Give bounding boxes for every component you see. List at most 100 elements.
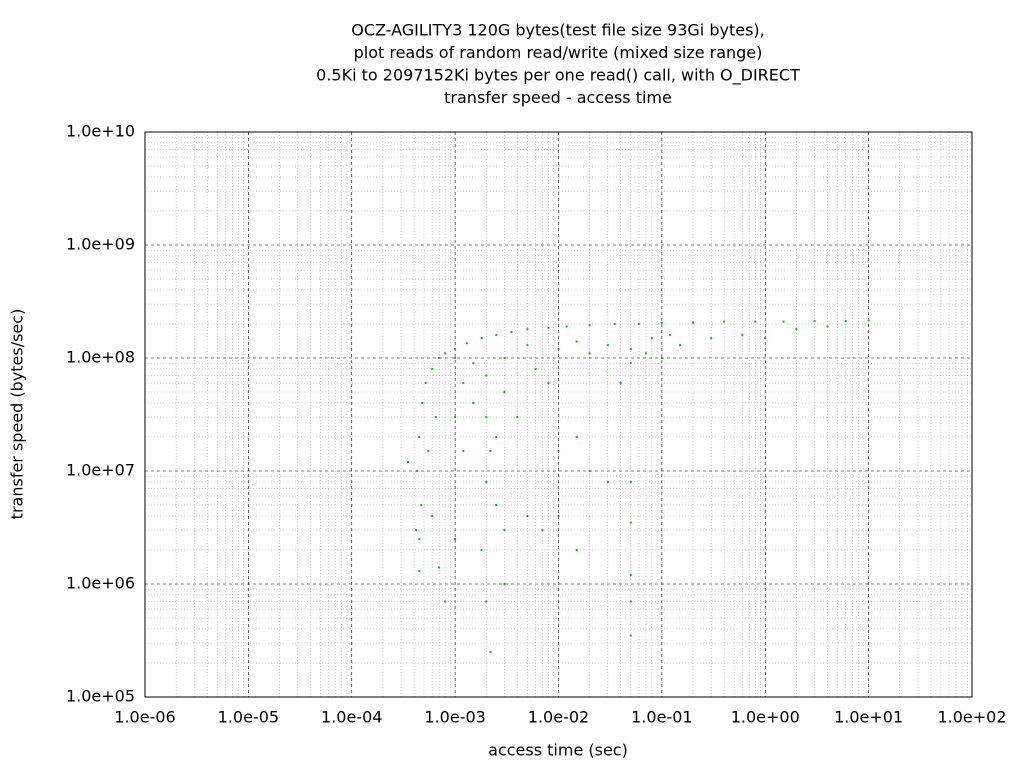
- point: [650, 337, 653, 340]
- x-tick-label: 1.0e-04: [321, 708, 382, 727]
- chart-title: 0.5Ki to 2097152Ki bytes per one read() …: [316, 66, 800, 86]
- point: [557, 514, 560, 517]
- y-tick-label: 1.0e+10: [66, 122, 135, 141]
- x-tick-label: 1.0e-06: [114, 708, 175, 727]
- point: [480, 337, 483, 340]
- point: [462, 382, 465, 385]
- point: [660, 357, 663, 359]
- point: [557, 348, 560, 351]
- point: [421, 401, 424, 404]
- point: [454, 416, 457, 419]
- point: [565, 325, 568, 328]
- y-axis-label: transfer speed (bytes/sec): [8, 309, 27, 520]
- point: [503, 357, 506, 359]
- point: [485, 416, 488, 419]
- point: [782, 320, 785, 323]
- point: [444, 600, 447, 603]
- x-tick-label: 1.0e+01: [834, 708, 903, 727]
- point: [644, 352, 647, 355]
- title-block: OCZ-AGILITY3 120G bytes(test file size 9…: [316, 21, 800, 108]
- point: [575, 340, 578, 343]
- point: [418, 538, 421, 541]
- point: [427, 450, 430, 453]
- point: [472, 362, 475, 365]
- point: [547, 382, 550, 385]
- y-tick-label: 1.0e+07: [66, 461, 135, 480]
- point: [526, 514, 529, 517]
- point: [418, 435, 421, 438]
- x-axis-label: access time (sec): [488, 741, 628, 760]
- x-tick-label: 1.0e-03: [424, 708, 485, 727]
- plot-frame: [144, 131, 973, 698]
- point: [723, 320, 726, 323]
- point: [495, 504, 498, 507]
- point: [541, 529, 544, 532]
- point: [629, 574, 632, 577]
- point: [606, 480, 609, 483]
- point: [431, 367, 434, 370]
- point: [495, 435, 498, 438]
- point: [754, 320, 757, 323]
- point: [867, 319, 870, 322]
- point: [510, 330, 513, 333]
- x-tick-label: 1.0e-01: [631, 708, 692, 727]
- point: [406, 461, 409, 464]
- point: [424, 382, 427, 385]
- point: [629, 521, 632, 524]
- point: [444, 352, 447, 355]
- chart-title: plot reads of random read/write (mixed s…: [354, 43, 763, 62]
- point: [503, 583, 506, 585]
- point: [454, 348, 457, 351]
- point: [575, 548, 578, 551]
- point: [629, 348, 632, 351]
- point: [606, 344, 609, 347]
- point: [637, 322, 640, 325]
- point: [629, 480, 632, 483]
- chart-title: OCZ-AGILITY3 120G bytes(test file size 9…: [351, 21, 765, 40]
- point: [826, 325, 829, 328]
- point: [434, 416, 437, 419]
- point: [575, 435, 578, 438]
- point: [526, 328, 529, 331]
- x-tick-label: 1.0e-05: [218, 708, 279, 727]
- point: [489, 450, 492, 453]
- x-tick-label: 1.0e+00: [731, 708, 800, 727]
- point: [454, 538, 457, 541]
- point: [431, 514, 434, 517]
- point: [516, 416, 519, 419]
- point: [629, 362, 632, 365]
- point: [534, 367, 537, 370]
- point: [741, 333, 744, 336]
- x-tick-label: 1.0e+02: [937, 708, 1006, 727]
- point: [588, 470, 591, 472]
- point: [495, 333, 498, 336]
- point: [844, 320, 847, 323]
- point: [485, 374, 488, 377]
- point: [489, 651, 492, 654]
- point: [485, 600, 488, 603]
- point: [438, 357, 441, 359]
- point: [503, 529, 506, 532]
- point: [629, 600, 632, 603]
- point: [416, 470, 419, 472]
- point: [472, 401, 475, 404]
- point: [557, 450, 560, 453]
- point: [629, 634, 632, 637]
- y-tick-label: 1.0e+05: [66, 687, 135, 706]
- point: [485, 480, 488, 483]
- point: [415, 529, 418, 532]
- point: [679, 344, 682, 347]
- point: [813, 320, 816, 323]
- point: [619, 382, 622, 385]
- point: [454, 357, 457, 359]
- point: [420, 504, 423, 507]
- point: [547, 326, 550, 329]
- x-tick-label: 1.0e-02: [528, 708, 589, 727]
- point: [480, 548, 483, 551]
- y-tick-label: 1.0e+06: [66, 574, 135, 593]
- y-tick-label: 1.0e+09: [66, 235, 135, 254]
- point: [588, 324, 591, 327]
- point: [503, 391, 506, 394]
- point: [660, 321, 663, 324]
